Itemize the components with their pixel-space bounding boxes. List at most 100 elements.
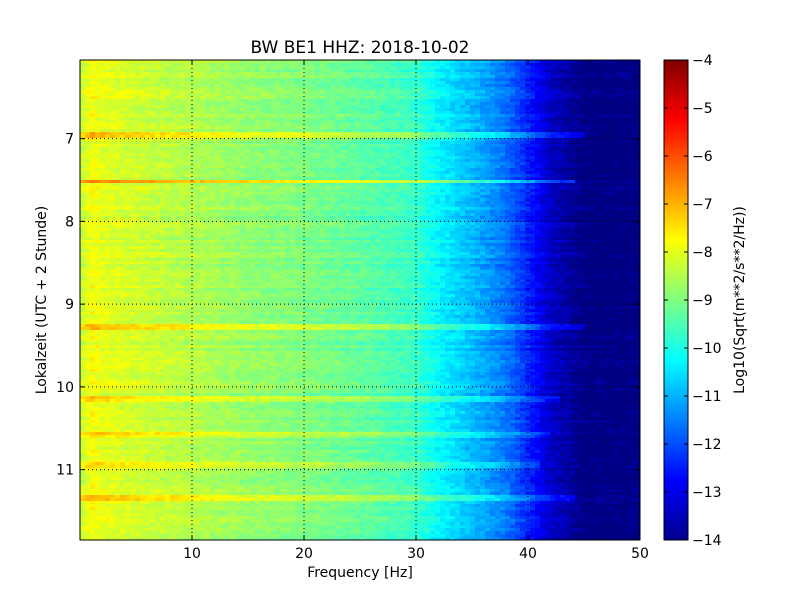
heatmap-cell: [345, 84, 351, 88]
heatmap-cell: [395, 78, 401, 82]
heatmap-cell: [325, 102, 331, 106]
heatmap-cell: [290, 87, 296, 91]
heatmap-cell: [535, 93, 541, 97]
heatmap-cell: [185, 69, 191, 73]
heatmap-cell: [470, 90, 476, 94]
heatmap-cell: [365, 81, 371, 85]
heatmap-cell: [390, 102, 396, 106]
heatmap-cell: [225, 60, 231, 64]
heatmap-cell: [100, 60, 106, 64]
heatmap-cell: [490, 60, 496, 64]
heatmap-cell: [515, 60, 521, 64]
heatmap-cell: [360, 66, 366, 70]
heatmap-cell: [435, 99, 441, 103]
heatmap-cell: [495, 69, 501, 73]
heatmap-cell: [200, 87, 206, 91]
heatmap-cell: [425, 84, 431, 88]
heatmap-cell: [600, 102, 606, 106]
heatmap-cell: [115, 81, 121, 85]
heatmap-cell: [110, 93, 116, 97]
heatmap-cell: [430, 69, 436, 73]
heatmap-cell: [555, 84, 561, 88]
heatmap-cell: [95, 72, 101, 76]
heatmap-cell: [210, 78, 216, 82]
heatmap-cell: [105, 69, 111, 73]
heatmap-cell: [145, 96, 151, 100]
heatmap-cell: [130, 72, 136, 76]
heatmap-cell: [205, 75, 211, 79]
heatmap-cell: [160, 66, 166, 70]
heatmap-cell: [330, 72, 336, 76]
heatmap-cell: [145, 90, 151, 94]
heatmap-cell: [535, 66, 541, 70]
heatmap-cell: [200, 60, 206, 64]
heatmap-cell: [350, 93, 356, 97]
heatmap-cell: [470, 69, 476, 73]
heatmap-cell: [185, 105, 191, 109]
heatmap-cell: [385, 78, 391, 82]
heatmap-cell: [240, 72, 246, 76]
heatmap-cell: [340, 99, 346, 103]
heatmap-cell: [570, 96, 576, 100]
heatmap-cell: [475, 84, 481, 88]
heatmap-cell: [235, 84, 241, 88]
heatmap-cell: [515, 102, 521, 106]
heatmap-cell: [195, 75, 201, 79]
heatmap-cell: [165, 63, 171, 67]
heatmap-cell: [380, 66, 386, 70]
heatmap-cell: [615, 90, 621, 94]
heatmap-cell: [515, 75, 521, 79]
heatmap-cell: [90, 69, 96, 73]
heatmap-cell: [355, 63, 361, 67]
heatmap-cell: [495, 102, 501, 106]
heatmap-cell: [375, 81, 381, 85]
heatmap-cell: [375, 102, 381, 106]
heatmap-cell: [345, 96, 351, 100]
heatmap-cell: [275, 105, 281, 109]
heatmap-cell: [495, 93, 501, 97]
heatmap-cell: [530, 81, 536, 85]
heatmap-cell: [515, 87, 521, 91]
heatmap-cell: [210, 60, 216, 64]
heatmap-cell: [540, 69, 546, 73]
heatmap-cell: [525, 78, 531, 82]
heatmap-cell: [400, 90, 406, 94]
heatmap-cell: [370, 102, 376, 106]
heatmap-cell: [625, 78, 631, 82]
heatmap-cell: [560, 102, 566, 106]
heatmap-cell: [555, 69, 561, 73]
heatmap-cell: [415, 60, 421, 64]
heatmap-cell: [305, 75, 311, 79]
heatmap-cell: [420, 72, 426, 76]
heatmap-cell: [460, 63, 466, 67]
heatmap-cell: [225, 78, 231, 82]
heatmap-cell: [450, 72, 456, 76]
heatmap-cell: [590, 84, 596, 88]
heatmap-cell: [430, 75, 436, 79]
heatmap-cell: [545, 60, 551, 64]
heatmap-cell: [600, 96, 606, 100]
heatmap-cell: [310, 96, 316, 100]
heatmap-cell: [230, 72, 236, 76]
heatmap-cell: [385, 93, 391, 97]
heatmap-cell: [150, 102, 156, 106]
heatmap-cell: [480, 78, 486, 82]
heatmap-cell: [295, 81, 301, 85]
heatmap-cell: [290, 96, 296, 100]
heatmap-cell: [315, 84, 321, 88]
heatmap-cell: [280, 66, 286, 70]
heatmap-cell: [570, 93, 576, 97]
heatmap-cell: [450, 87, 456, 91]
heatmap-cell: [325, 96, 331, 100]
heatmap-cell: [240, 102, 246, 106]
heatmap-cell: [335, 75, 341, 79]
heatmap-cell: [105, 93, 111, 97]
heatmap-cell: [400, 60, 406, 64]
heatmap-cell: [520, 102, 526, 106]
heatmap-cell: [390, 84, 396, 88]
heatmap-cell: [315, 66, 321, 70]
heatmap-cell: [530, 102, 536, 106]
heatmap-cell: [440, 81, 446, 85]
heatmap-cell: [545, 93, 551, 97]
heatmap-cell: [190, 99, 196, 103]
